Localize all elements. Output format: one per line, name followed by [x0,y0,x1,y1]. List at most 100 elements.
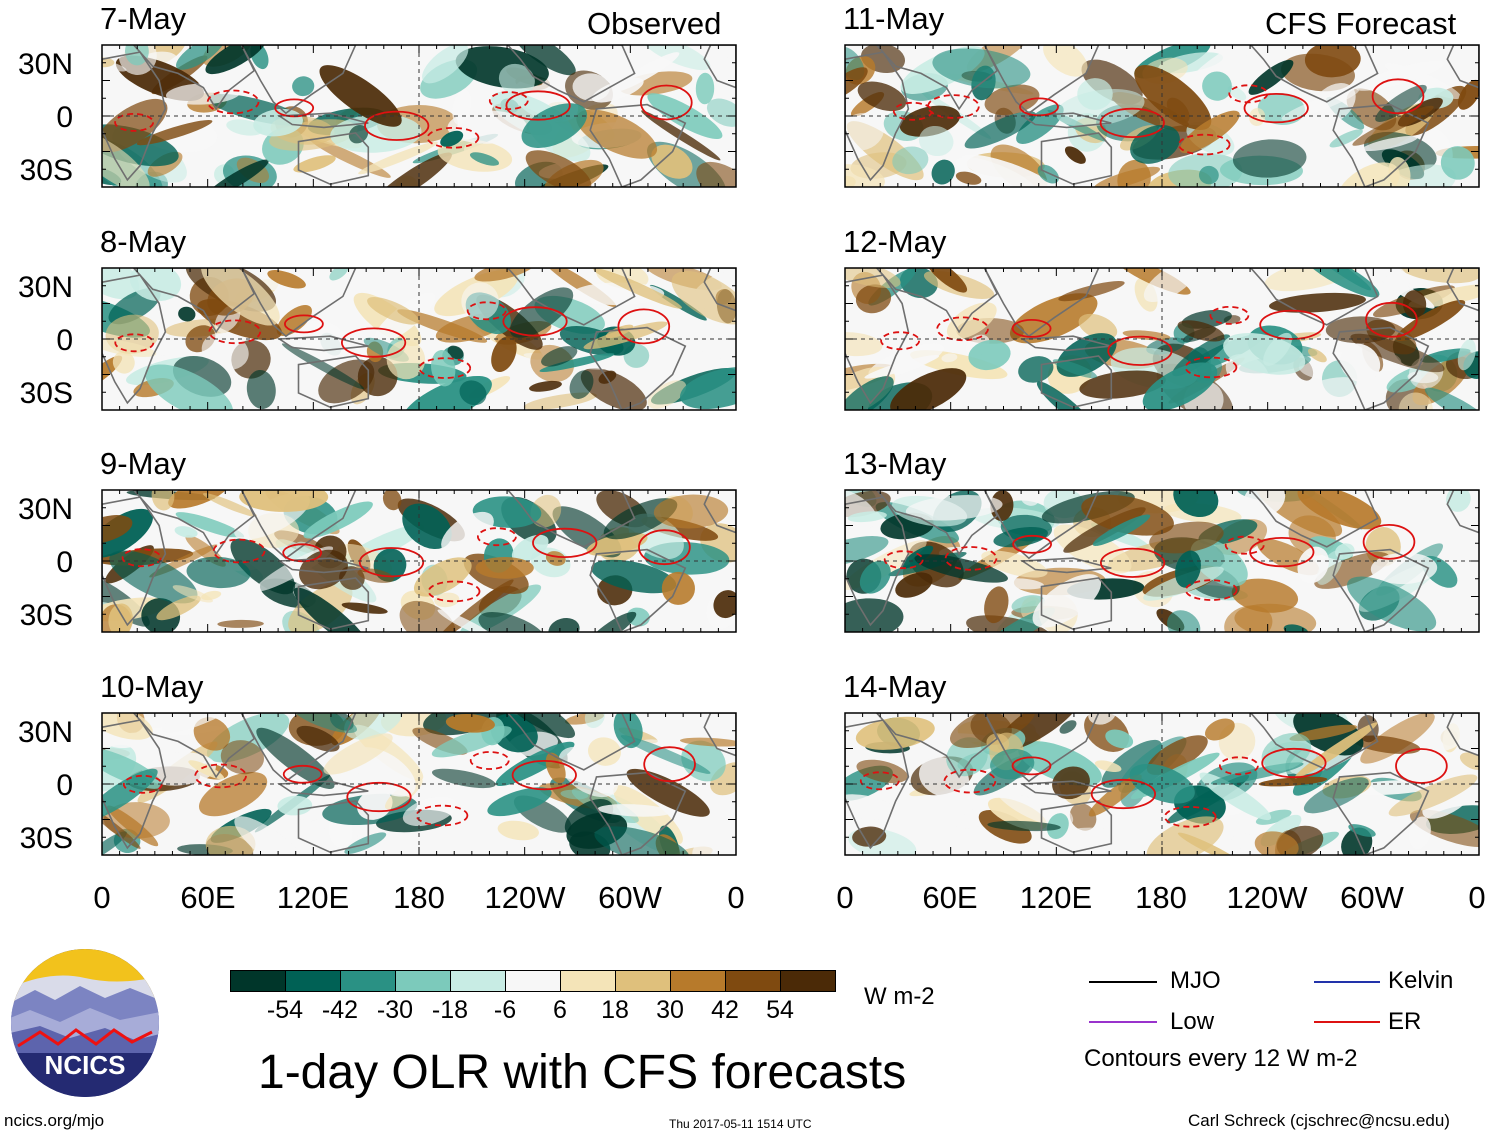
olr-anomaly-blob [1297,546,1329,584]
er-contour [469,751,510,770]
olr-anomaly-blob [276,304,312,337]
coastline [1020,112,1112,129]
olr-anomaly-blob [168,490,230,509]
olr-map-panels [101,44,1480,856]
olr-anomaly-blob [679,737,736,747]
er-contour [1090,778,1157,810]
olr-anomaly-blob [661,571,695,605]
olr-anomaly-blob [569,370,594,400]
coastline [1249,490,1379,548]
er-contour [532,527,598,559]
olr-anomaly-blob [946,302,997,340]
olr-anomaly-blob [151,490,175,511]
er-contour [1243,93,1309,124]
coastline [506,45,636,103]
coastline [1040,355,1113,409]
olr-anomaly-blob [108,603,133,632]
er-contour [488,91,529,110]
colorbar-swatch [560,970,616,992]
olr-anomaly-blob [905,495,1003,521]
olr-anomaly-blob [102,831,127,855]
panel-date-label: 9-May [100,446,187,481]
olr-anomaly-blob [1173,490,1219,518]
er-contour [1249,536,1315,568]
olr-anomaly-blob [469,152,500,166]
olr-anomaly-blob [344,713,403,740]
olr-anomaly-blob [1232,139,1307,178]
er-contour [208,319,262,345]
olr-anomaly-blob [1258,776,1328,787]
olr-anomaly-blob [402,503,452,550]
coastline [845,719,910,850]
olr-anomaly-blob [695,72,715,105]
olr-anomaly-blob [847,511,887,523]
olr-anomaly-blob [1255,809,1292,825]
coastline [1020,557,1112,574]
olr-anomaly-blob [1395,299,1466,342]
colorbar-swatch [780,970,836,992]
olr-anomaly-blob [1143,268,1200,303]
olr-anomaly-blob [172,585,213,603]
olr-anomaly-blob [1398,392,1433,410]
olr-anomaly-blob [1435,717,1474,751]
map-panel [844,712,1480,856]
olr-anomaly-blob [358,141,438,175]
olr-anomaly-blob [845,794,897,820]
low-legend-line [1089,1021,1157,1023]
colorbar-tick-label: -30 [376,996,414,1024]
coastline [983,490,1100,560]
lat-label: 30N [17,493,73,526]
olr-anomaly-blob [597,804,672,817]
olr-anomaly-blob [357,568,395,583]
olr-anomaly-blob [521,103,588,148]
forecast-label: CFS Forecast [1265,6,1457,41]
olr-anomaly-blob [968,339,1011,371]
ncics-logo: NCICS [11,949,159,1097]
olr-anomaly-blob [1205,718,1235,741]
colorbar-swatch [340,970,396,992]
er-contour [476,527,517,547]
panel-date-label: 12-May [843,224,947,259]
coastline [1040,577,1113,631]
logo-text: NCICS [45,1050,126,1080]
olr-anomaly-blob [193,717,231,751]
olr-anomaly-blob [246,369,276,410]
olr-anomaly-blob [1340,343,1381,383]
olr-anomaly-blob [217,619,264,628]
lon-label: 60W [598,880,662,915]
olr-anomaly-blob [1303,777,1369,814]
er-contour [883,550,924,570]
olr-anomaly-blob [107,805,159,847]
coastline [845,274,910,405]
footer-url[interactable]: ncics.org/mjo [4,1111,105,1130]
lon-label: 120E [276,880,350,915]
olr-anomaly-blob [447,345,464,360]
er-contour [1011,318,1052,338]
olr-anomaly-blob [845,332,883,357]
coastline [983,45,1100,115]
olr-anomaly-blob [1362,135,1418,152]
olr-anomaly-blob [1058,281,1125,302]
legend-kelvin-label: Kelvin [1388,967,1454,994]
olr-anomaly-blob [234,816,314,855]
olr-anomaly-blob [984,84,1040,116]
coastline [1020,780,1112,797]
coastline [1446,268,1479,312]
er-contour [502,306,568,337]
olr-anomaly-blob [1280,53,1356,92]
coastline [1332,103,1430,187]
coastline [102,51,167,182]
map-panel [101,489,737,633]
er-contour [892,101,933,121]
olr-anomaly-blob [1020,490,1040,506]
olr-anomaly-blob [1167,610,1201,632]
olr-anomaly-blob [176,45,225,70]
olr-anomaly-blob [856,759,908,784]
colorbar-swatch [285,970,341,992]
er-contour [1012,534,1052,554]
figure-title: 1-day OLR with CFS forecasts [258,1046,907,1099]
colorbar-swatch [670,970,726,992]
olr-anomaly-blob [576,109,658,159]
olr-anomaly-blob [292,713,358,733]
map-panel [101,712,737,856]
